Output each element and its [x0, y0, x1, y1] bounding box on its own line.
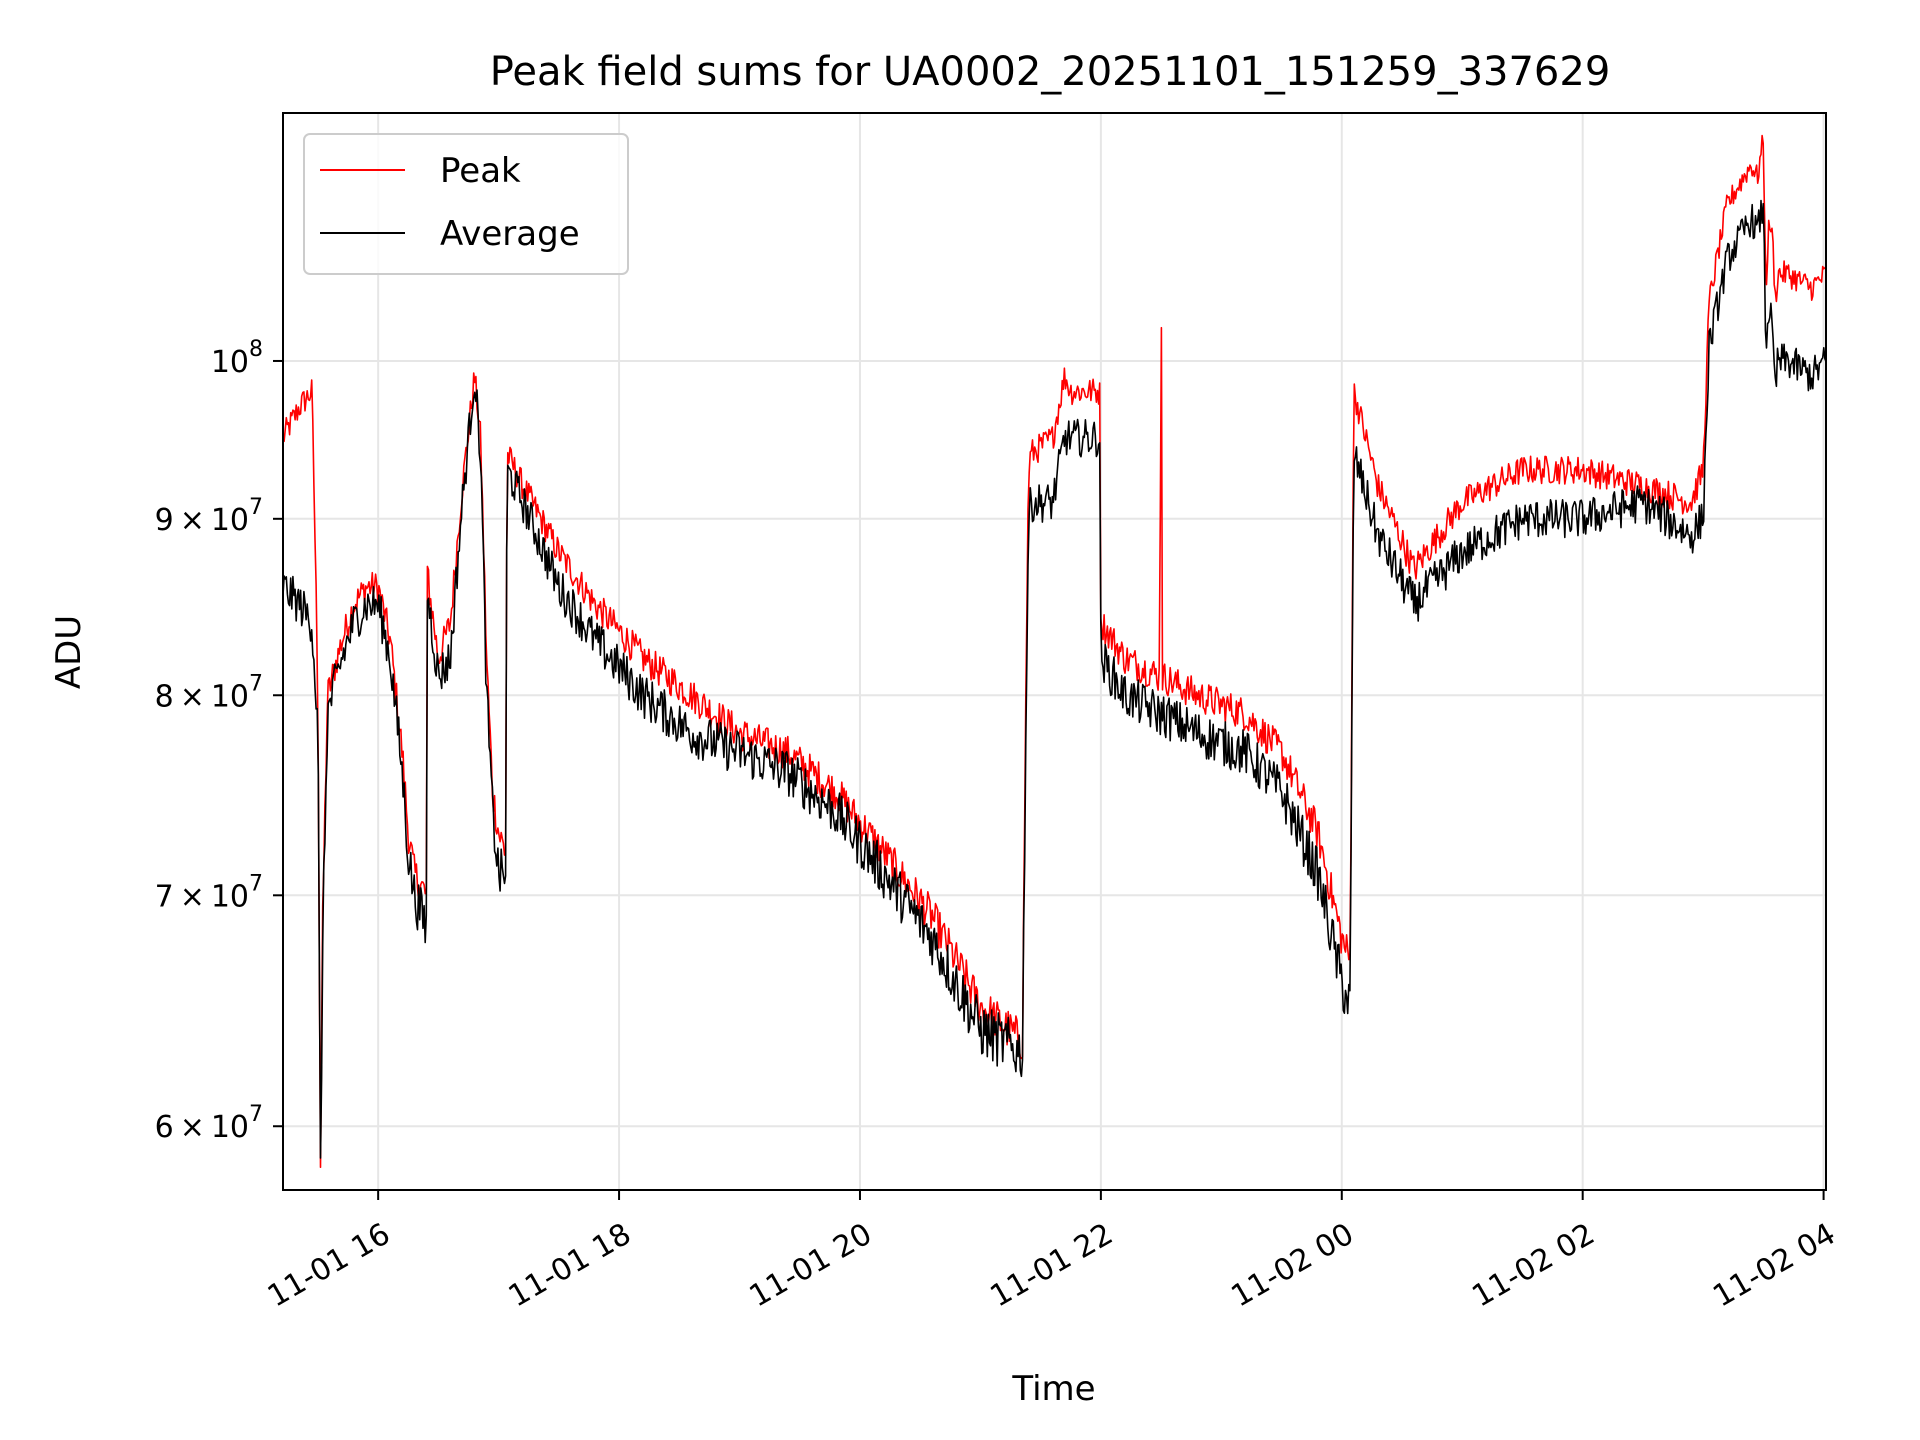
- y-tick-exponent: 8: [249, 337, 263, 362]
- grid: [283, 113, 1826, 1190]
- legend-label-peak: Peak: [440, 151, 521, 191]
- legend-label-average: Average: [440, 214, 580, 254]
- y-tick-mantissa: 9 × 10: [155, 503, 249, 538]
- series-layer: [283, 134, 1826, 1168]
- y-axis-label: ADU: [49, 615, 89, 689]
- series-line-average: [283, 199, 1826, 1159]
- y-tick-mantissa: 7 × 10: [155, 879, 249, 914]
- series-line-peak: [283, 134, 1826, 1168]
- y-tick-label: 6 × 107: [155, 1102, 263, 1145]
- y-tick-mantissa: 6 × 10: [155, 1110, 249, 1145]
- x-axis-label: Time: [1011, 1369, 1095, 1409]
- y-tick-exponent: 7: [249, 495, 263, 520]
- y-tick-mantissa: 8 × 10: [155, 679, 249, 714]
- y-tick-label: 108: [211, 337, 263, 380]
- y-tick-label: 7 × 107: [155, 871, 263, 914]
- legend: Peak Average: [303, 133, 629, 275]
- y-tick-exponent: 7: [249, 871, 263, 896]
- y-tick-exponent: 7: [249, 671, 263, 696]
- y-tick-label: 8 × 107: [155, 671, 263, 714]
- y-tick-exponent: 7: [249, 1102, 263, 1127]
- y-tick-label: 9 × 107: [155, 495, 263, 538]
- y-tick-base: 10: [211, 345, 249, 380]
- chart-title: Peak field sums for UA0002_20251101_1512…: [490, 49, 1611, 95]
- plot-frame: [282, 112, 1827, 1191]
